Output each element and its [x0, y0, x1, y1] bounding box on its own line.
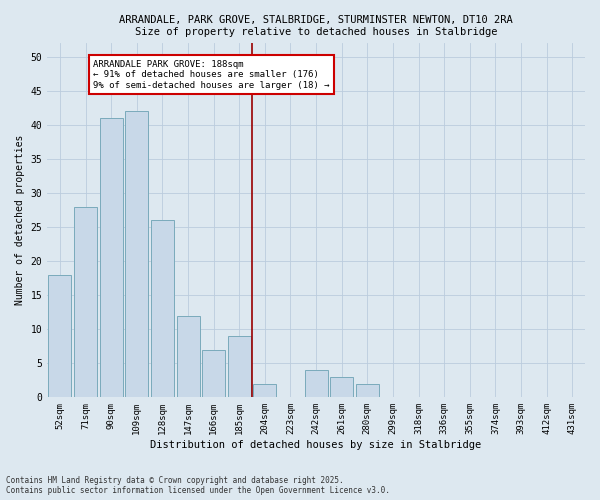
Bar — [253, 384, 277, 398]
Bar — [356, 384, 379, 398]
Text: ARRANDALE PARK GROVE: 188sqm
← 91% of detached houses are smaller (176)
9% of se: ARRANDALE PARK GROVE: 188sqm ← 91% of de… — [93, 60, 330, 90]
Bar — [125, 111, 148, 398]
Bar — [151, 220, 174, 398]
Title: ARRANDALE, PARK GROVE, STALBRIDGE, STURMINSTER NEWTON, DT10 2RA
Size of property: ARRANDALE, PARK GROVE, STALBRIDGE, STURM… — [119, 15, 513, 36]
Bar — [176, 316, 200, 398]
Bar — [228, 336, 251, 398]
Bar — [74, 206, 97, 398]
Bar — [100, 118, 123, 398]
X-axis label: Distribution of detached houses by size in Stalbridge: Distribution of detached houses by size … — [151, 440, 482, 450]
Bar — [330, 377, 353, 398]
Bar — [202, 350, 225, 398]
Text: Contains HM Land Registry data © Crown copyright and database right 2025.
Contai: Contains HM Land Registry data © Crown c… — [6, 476, 390, 495]
Bar — [305, 370, 328, 398]
Bar — [49, 274, 71, 398]
Y-axis label: Number of detached properties: Number of detached properties — [15, 135, 25, 306]
